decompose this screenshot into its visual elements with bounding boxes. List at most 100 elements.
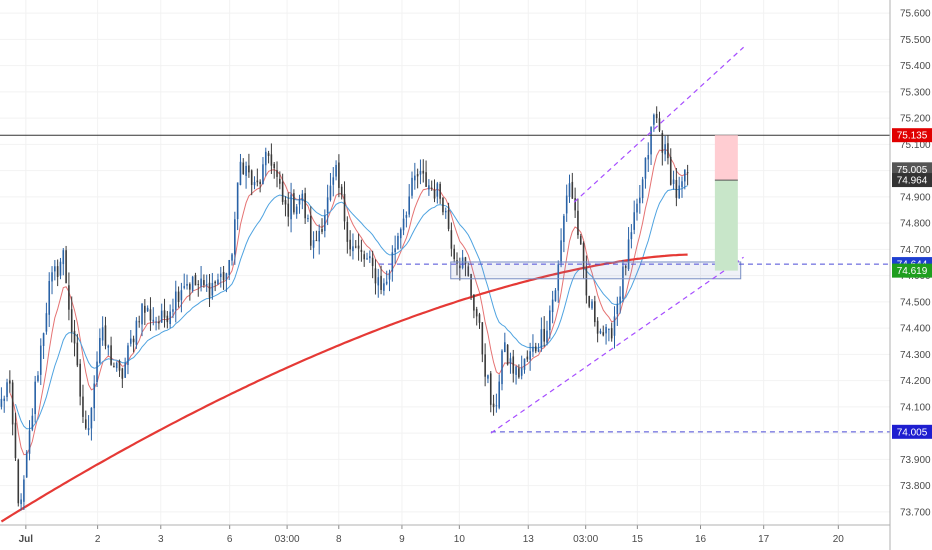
candle-body bbox=[422, 170, 425, 174]
price-tick-label: 74.300 bbox=[900, 350, 931, 361]
candle-body bbox=[366, 258, 368, 260]
candle-body bbox=[324, 215, 326, 232]
candle-body bbox=[399, 229, 402, 239]
candle-body bbox=[104, 325, 107, 346]
candle-body bbox=[416, 174, 419, 177]
candle-body bbox=[169, 311, 171, 325]
time-tick-label: Jul bbox=[19, 534, 34, 545]
candle-body bbox=[307, 218, 309, 220]
candle-body bbox=[461, 257, 464, 269]
candle-body bbox=[551, 299, 554, 313]
candle-body bbox=[478, 314, 481, 323]
candle-body bbox=[242, 162, 245, 174]
candle-body bbox=[270, 154, 273, 166]
candle-body bbox=[144, 305, 146, 313]
candle-body bbox=[93, 383, 96, 409]
candle-body bbox=[554, 290, 557, 302]
time-tick-label: 16 bbox=[695, 534, 707, 545]
price-tick-label: 73.900 bbox=[900, 455, 931, 466]
candle-body bbox=[684, 169, 686, 182]
candle-body bbox=[11, 382, 14, 425]
time-tick-label: 03:00 bbox=[275, 534, 300, 545]
candle-body bbox=[96, 361, 98, 383]
candle-body bbox=[293, 193, 295, 213]
candle-body bbox=[636, 203, 638, 213]
candle-body bbox=[203, 280, 205, 286]
candle-body bbox=[9, 380, 11, 384]
candle-body bbox=[3, 398, 6, 401]
candle-body bbox=[459, 265, 461, 269]
take-profit-zone bbox=[714, 180, 738, 271]
candle-body bbox=[484, 354, 486, 377]
candle-body bbox=[54, 266, 56, 272]
candle-body bbox=[132, 338, 135, 343]
candle-body bbox=[25, 452, 28, 478]
candle-body bbox=[335, 164, 337, 177]
price-axis[interactable]: 75.600 75.500 75.400 75.300 75.200 75.100 75.0… bbox=[889, 0, 932, 550]
channel-lower-line bbox=[490, 256, 744, 434]
candle-body bbox=[62, 250, 65, 265]
candle-body bbox=[464, 257, 467, 265]
time-axis[interactable]: Jul 2 3 6 03:00 8 9 10 13 03:00 15 16 17 20 bbox=[0, 524, 890, 545]
candle-body bbox=[225, 273, 228, 280]
candle-body bbox=[295, 206, 298, 215]
time-tick-label: 10 bbox=[454, 534, 466, 545]
candle-body bbox=[180, 290, 183, 301]
price-badge-label: 74.005 bbox=[897, 427, 928, 438]
candle-body bbox=[39, 345, 42, 375]
time-tick-label: 13 bbox=[523, 534, 535, 545]
candle-body bbox=[644, 157, 647, 179]
support-zone-box bbox=[450, 261, 742, 280]
candle-body bbox=[101, 327, 104, 341]
candle-body bbox=[172, 309, 174, 312]
candle-body bbox=[594, 301, 596, 323]
candle-body bbox=[211, 282, 214, 296]
candle-body bbox=[610, 328, 613, 339]
candle-body bbox=[501, 350, 503, 385]
candle-body bbox=[526, 356, 529, 360]
candle-body bbox=[28, 430, 31, 454]
sma-long-line bbox=[0, 253, 688, 523]
drawings bbox=[0, 46, 890, 434]
time-tick-label: 6 bbox=[227, 534, 233, 545]
candle-body bbox=[492, 403, 495, 408]
candle-body bbox=[113, 365, 115, 367]
candle-body bbox=[512, 356, 515, 374]
price-badge bbox=[892, 263, 932, 278]
candle-body bbox=[138, 321, 141, 323]
candle-body bbox=[177, 291, 180, 302]
candle-body bbox=[647, 155, 650, 160]
candle-body bbox=[90, 407, 93, 429]
candle-body bbox=[264, 151, 267, 166]
candle-body bbox=[284, 200, 287, 205]
candle-body bbox=[56, 266, 59, 277]
candle-body bbox=[158, 321, 160, 324]
candle-body bbox=[208, 282, 211, 298]
candle-body bbox=[68, 285, 70, 310]
candle-body bbox=[82, 396, 84, 417]
price-tick-label: 75.600 bbox=[900, 9, 931, 20]
candle-body bbox=[577, 210, 579, 236]
candle-body bbox=[99, 337, 101, 364]
candle-body bbox=[585, 267, 588, 296]
price-tick-label: 74.100 bbox=[900, 402, 931, 413]
candle-body bbox=[267, 153, 270, 156]
candle-body bbox=[262, 164, 264, 185]
price-tick-label: 75.500 bbox=[900, 35, 931, 46]
candle-body bbox=[397, 235, 399, 249]
candle-body bbox=[377, 277, 380, 286]
candle-body bbox=[42, 333, 45, 346]
candle-body bbox=[402, 218, 405, 231]
candle-body bbox=[124, 363, 126, 378]
candle-body bbox=[408, 196, 411, 215]
candle-body bbox=[419, 171, 422, 175]
candle-body bbox=[369, 256, 371, 259]
price-tick-label: 75.100 bbox=[900, 140, 931, 151]
candle-body bbox=[321, 228, 323, 232]
candle-body bbox=[84, 419, 87, 429]
candle-body bbox=[315, 240, 318, 242]
candle-body bbox=[678, 185, 680, 199]
price-badge bbox=[892, 162, 932, 177]
candle-body bbox=[214, 281, 216, 284]
